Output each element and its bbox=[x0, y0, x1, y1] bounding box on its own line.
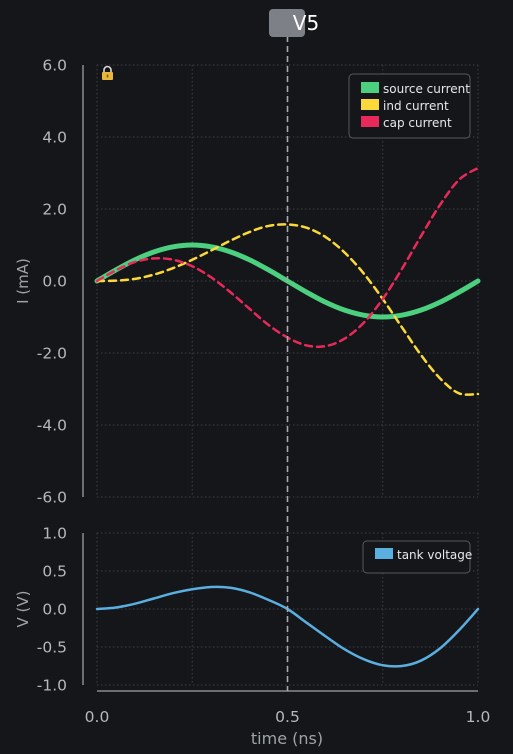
current-y-ticks: 6.0 4.0 2.0 0.0 -2.0 -4.0 -6.0 bbox=[37, 57, 67, 507]
legend-swatch bbox=[361, 99, 379, 110]
x-tick-label: 0.0 bbox=[85, 708, 110, 726]
legend-swatch bbox=[361, 82, 379, 93]
current-plot: 6.0 4.0 2.0 0.0 -2.0 -4.0 -6.0 I (mA) source c… bbox=[14, 57, 481, 507]
voltage-plot: 1.0 0.5 0.0 -0.5 -1.0 0.0 0.5 1.0 V (V) time (… bbox=[14, 525, 490, 749]
legend-label: ind current bbox=[383, 99, 449, 113]
time-x-ticks: 0.0 0.5 1.0 bbox=[85, 708, 491, 726]
cursor-label[interactable]: V5 bbox=[293, 11, 319, 35]
legend-label: cap current bbox=[383, 116, 452, 130]
current-y-axis-label: I (mA) bbox=[14, 258, 32, 304]
legend-swatch bbox=[361, 116, 379, 127]
legend-label: tank voltage bbox=[397, 548, 472, 562]
time-cursor[interactable]: V5 bbox=[269, 9, 319, 691]
x-tick-label: 0.5 bbox=[275, 708, 300, 726]
y-tick-label: 2.0 bbox=[42, 201, 67, 219]
y-tick-label: -4.0 bbox=[37, 417, 67, 435]
voltage-legend: tank voltage bbox=[362, 540, 472, 574]
y-tick-label: 1.0 bbox=[42, 525, 67, 543]
y-tick-label: 6.0 bbox=[42, 57, 67, 75]
voltage-y-axis-label: V (V) bbox=[14, 591, 32, 628]
series-line-ind-current bbox=[95, 223, 480, 396]
y-tick-label: -1.0 bbox=[37, 677, 67, 695]
current-legend-box bbox=[348, 73, 471, 139]
cursor-label-box[interactable] bbox=[269, 9, 305, 37]
legend-swatch bbox=[375, 548, 393, 559]
x-axis-label: time (ns) bbox=[251, 729, 323, 748]
voltage-y-ticks: 1.0 0.5 0.0 -0.5 -1.0 bbox=[37, 525, 67, 695]
y-tick-label: 4.0 bbox=[42, 129, 67, 147]
y-tick-label: 0.0 bbox=[42, 273, 67, 291]
y-tick-label: -2.0 bbox=[37, 345, 67, 363]
y-tick-label: 0.0 bbox=[42, 601, 67, 619]
legend-label: source current bbox=[383, 82, 470, 96]
y-tick-label: -6.0 bbox=[37, 489, 67, 507]
y-tick-label: -0.5 bbox=[37, 639, 67, 657]
y-tick-label: 0.5 bbox=[42, 563, 67, 581]
x-tick-label: 1.0 bbox=[466, 708, 491, 726]
lock-icon[interactable] bbox=[102, 65, 113, 81]
current-legend: source current ind current cap current bbox=[348, 73, 471, 139]
